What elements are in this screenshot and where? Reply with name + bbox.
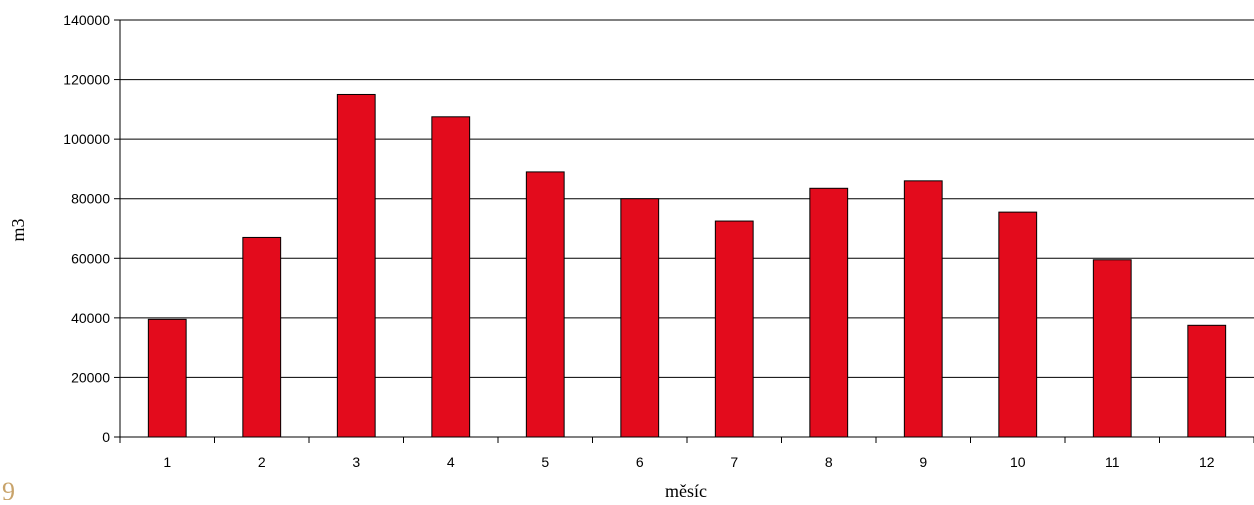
bar (714, 220, 754, 438)
tick-labels: 0 20000 40000 60000 80000 100000 120000 140000 1… (63, 12, 1214, 470)
x-tick-label: 6 (636, 454, 644, 470)
y-tick-label: 100000 (63, 131, 110, 147)
y-tick-label: 40000 (71, 310, 110, 326)
y-tick-label: 120000 (63, 72, 110, 88)
y-tick-label: 60000 (71, 250, 110, 266)
bars (147, 93, 1227, 438)
bar (242, 236, 282, 438)
bar (903, 180, 943, 438)
x-tick-label: 9 (919, 454, 927, 470)
bar (998, 211, 1038, 438)
corner-mark: 9 (2, 477, 15, 500)
bar (336, 93, 376, 438)
x-tick-label: 1 (163, 454, 171, 470)
y-tick-label: 80000 (71, 191, 110, 207)
x-tick-label: 8 (825, 454, 833, 470)
x-tick-label: 4 (447, 454, 455, 470)
bar (1092, 259, 1132, 438)
x-tick-label: 11 (1105, 454, 1120, 470)
x-tick-label: 3 (352, 454, 360, 470)
x-tick-label: 7 (730, 454, 738, 470)
bar (1187, 324, 1227, 438)
axes (114, 19, 1254, 443)
gridlines (120, 19, 1254, 378)
y-tick-label: 20000 (71, 369, 110, 385)
x-tick-label: 2 (258, 454, 266, 470)
bar (431, 116, 471, 438)
y-axis-label: m3 (8, 218, 28, 241)
x-axis-label: měsíc (665, 481, 707, 500)
x-tick-label: 10 (1010, 454, 1026, 470)
bar (147, 318, 187, 438)
y-tick-label: 140000 (63, 12, 110, 28)
y-tick-label: 0 (102, 429, 110, 445)
bar (620, 198, 660, 438)
x-tick-label: 12 (1199, 454, 1215, 470)
bar (809, 187, 849, 438)
bar (525, 171, 565, 438)
x-tick-label: 5 (541, 454, 549, 470)
